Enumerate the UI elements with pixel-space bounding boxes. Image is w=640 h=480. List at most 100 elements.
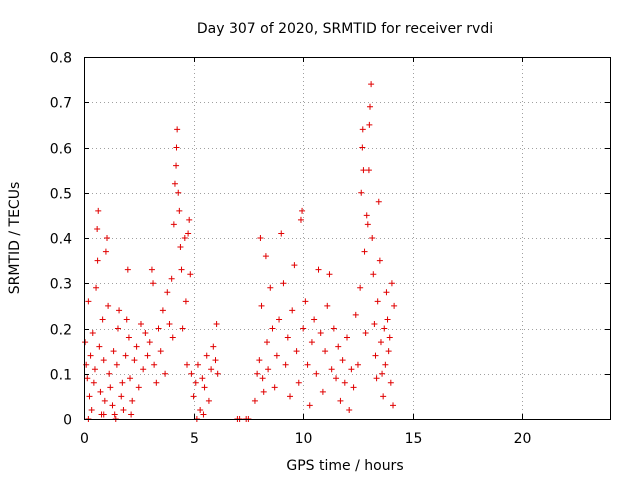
data-point xyxy=(184,361,191,368)
data-point xyxy=(346,406,353,413)
data-point xyxy=(280,280,287,287)
axis-ticks: 0 0.1 0.2 0.3 0.4 0.5 0.6 0.7 0.8 0 5 10 15 20 xyxy=(50,51,610,447)
data-point xyxy=(144,352,151,359)
data-point xyxy=(391,302,398,309)
x-tick-label: 15 xyxy=(405,431,423,447)
data-point xyxy=(203,352,210,359)
data-point xyxy=(197,406,204,413)
data-point xyxy=(174,126,181,133)
data-point xyxy=(84,375,91,382)
data-point xyxy=(362,330,369,337)
data-point xyxy=(162,370,169,377)
data-point xyxy=(254,370,261,377)
data-point xyxy=(177,244,184,251)
data-point xyxy=(300,325,307,332)
data-point xyxy=(366,121,373,128)
data-point xyxy=(85,298,92,305)
data-point xyxy=(302,298,309,305)
y-tick-label: 0.5 xyxy=(50,187,72,203)
data-point xyxy=(95,207,102,214)
data-point xyxy=(125,334,132,341)
data-point xyxy=(369,235,376,241)
data-point xyxy=(107,384,114,391)
data-point xyxy=(276,316,283,323)
data-point xyxy=(99,316,106,323)
data-point xyxy=(179,325,186,332)
y-tick-label: 0.6 xyxy=(50,142,72,158)
data-point xyxy=(251,397,258,404)
data-point xyxy=(210,343,217,350)
y-tick-label: 0.4 xyxy=(50,232,72,248)
data-point xyxy=(311,316,318,323)
data-point xyxy=(375,198,382,205)
data-point xyxy=(213,320,220,327)
data-point xyxy=(273,352,280,359)
data-point xyxy=(324,302,331,309)
data-point xyxy=(354,361,361,368)
data-point xyxy=(127,375,134,382)
data-point xyxy=(153,379,160,386)
y-tick-label: 0.8 xyxy=(50,51,72,67)
data-point xyxy=(169,334,176,341)
data-point xyxy=(186,216,193,223)
y-tick-label: 0.7 xyxy=(50,96,72,112)
data-point xyxy=(110,348,117,355)
data-point xyxy=(123,316,130,323)
data-point xyxy=(200,411,207,418)
data-point xyxy=(358,189,365,196)
data-point xyxy=(100,357,107,364)
data-point xyxy=(128,411,135,418)
data-point xyxy=(265,366,272,373)
data-point xyxy=(363,212,370,219)
data-point xyxy=(341,379,348,386)
data-point xyxy=(282,361,289,368)
data-point xyxy=(175,189,182,196)
data-point xyxy=(271,384,278,391)
data-point xyxy=(104,235,111,241)
data-point xyxy=(361,248,368,255)
data-point xyxy=(212,357,219,364)
data-point xyxy=(372,352,379,359)
data-point xyxy=(106,370,113,377)
data-point xyxy=(91,366,98,373)
data-point xyxy=(287,393,294,400)
data-point xyxy=(89,330,96,337)
plot-frame xyxy=(84,57,611,420)
data-point xyxy=(96,343,103,350)
data-point xyxy=(97,388,104,395)
data-point xyxy=(185,230,192,237)
data-point xyxy=(333,375,340,382)
data-point xyxy=(131,357,138,364)
data-point xyxy=(293,348,300,355)
data-point xyxy=(168,275,175,282)
data-point xyxy=(269,325,276,332)
data-point xyxy=(151,361,158,368)
data-point xyxy=(352,311,359,318)
data-point xyxy=(157,348,164,355)
data-point xyxy=(113,361,120,368)
data-point xyxy=(114,325,121,332)
data-point xyxy=(364,221,371,228)
data-point xyxy=(359,144,366,151)
data-point xyxy=(383,289,390,296)
data-point xyxy=(142,330,149,337)
data-point xyxy=(119,379,126,386)
data-point xyxy=(120,406,127,413)
data-point xyxy=(259,375,266,382)
data-point xyxy=(122,352,129,359)
data-point xyxy=(278,230,285,237)
data-point xyxy=(257,235,264,241)
data-point xyxy=(256,357,263,364)
data-point xyxy=(150,280,157,287)
data-point xyxy=(94,225,101,232)
data-point xyxy=(137,320,144,327)
data-point xyxy=(328,366,335,373)
x-axis-label: GPS time / hours xyxy=(286,458,403,474)
data-point xyxy=(109,402,116,409)
data-point xyxy=(317,330,324,337)
data-point xyxy=(88,406,95,413)
data-point xyxy=(337,397,344,404)
data-point xyxy=(93,284,100,291)
data-point xyxy=(173,162,180,169)
